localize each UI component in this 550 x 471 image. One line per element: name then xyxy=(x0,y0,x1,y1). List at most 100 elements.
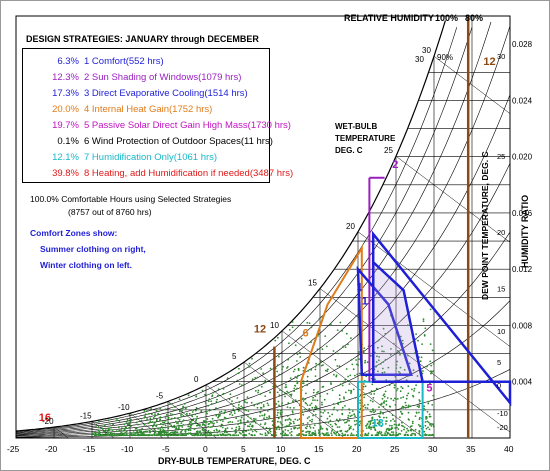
hourly-data-point xyxy=(195,421,197,424)
hourly-data-point xyxy=(286,434,288,437)
hourly-data-point xyxy=(316,379,318,382)
hourly-data-point xyxy=(282,365,284,368)
hourly-data-point xyxy=(276,364,279,366)
hourly-data-point xyxy=(229,421,232,423)
hourly-data-point xyxy=(392,418,394,420)
hourly-data-point xyxy=(398,351,401,354)
hourly-data-point xyxy=(209,431,212,434)
hourly-data-point xyxy=(138,431,141,434)
hourly-data-point xyxy=(120,432,123,434)
hourly-data-point xyxy=(213,434,216,437)
hourly-data-point xyxy=(396,360,399,363)
hourly-data-point xyxy=(337,403,340,406)
hourly-data-point xyxy=(325,345,328,348)
hourly-data-point xyxy=(131,434,134,437)
hourly-data-point xyxy=(390,434,392,437)
hourly-data-point xyxy=(310,369,313,371)
hourly-data-point xyxy=(211,403,213,405)
hourly-data-point xyxy=(164,424,167,427)
hourly-data-point xyxy=(377,432,380,435)
hourly-data-point xyxy=(352,388,355,391)
hourly-data-point xyxy=(395,431,398,434)
hourly-data-point xyxy=(345,332,348,335)
hourly-data-point xyxy=(206,434,209,437)
hourly-data-point xyxy=(254,390,257,392)
hourly-data-point xyxy=(382,361,384,363)
hourly-data-point xyxy=(348,419,351,422)
hourly-data-point xyxy=(365,434,368,437)
hourly-data-point xyxy=(396,426,398,429)
hourly-data-point xyxy=(413,387,416,390)
hourly-data-point xyxy=(262,426,264,429)
chart-title: DESIGN STRATEGIES: JANUARY through DECEM… xyxy=(26,34,259,44)
hourly-data-point xyxy=(192,419,195,422)
hourly-data-point xyxy=(318,419,321,422)
hourly-data-point xyxy=(351,410,354,412)
hourly-data-point xyxy=(343,396,345,398)
hourly-data-point xyxy=(377,359,380,362)
hourly-data-point xyxy=(395,389,398,392)
hourly-data-point xyxy=(329,419,332,422)
hourly-data-point xyxy=(239,419,242,422)
hourly-data-point xyxy=(345,421,348,424)
hourly-data-point xyxy=(94,431,97,434)
hourly-data-point xyxy=(306,425,309,428)
hourly-data-point xyxy=(353,420,356,422)
hourly-data-point xyxy=(177,434,180,437)
y-tick-label: 0.012 xyxy=(512,265,533,274)
hourly-data-point xyxy=(284,432,287,435)
hourly-data-point xyxy=(130,434,133,437)
hourly-data-point xyxy=(129,431,132,434)
hourly-data-point xyxy=(364,406,367,409)
hourly-data-point xyxy=(404,401,407,404)
hourly-data-point xyxy=(218,411,221,414)
hourly-data-point xyxy=(400,430,403,432)
hourly-data-point xyxy=(251,430,254,433)
hourly-data-point xyxy=(291,410,294,413)
hourly-data-point xyxy=(174,406,176,408)
hourly-data-point xyxy=(167,421,170,424)
hourly-data-point xyxy=(152,417,155,419)
hourly-data-point xyxy=(287,358,289,361)
hourly-data-point xyxy=(290,419,292,421)
hourly-data-point xyxy=(332,403,335,405)
hourly-data-point xyxy=(396,387,399,390)
hourly-data-point xyxy=(225,417,228,420)
hourly-data-point xyxy=(126,423,129,426)
hourly-data-point xyxy=(343,397,345,400)
hourly-data-point xyxy=(327,432,329,434)
hourly-data-point xyxy=(177,424,180,427)
zone-number-label: 5 xyxy=(426,383,432,395)
hourly-data-point xyxy=(373,425,376,427)
hourly-data-point xyxy=(241,430,244,433)
hourly-data-point xyxy=(347,380,349,382)
hourly-data-point xyxy=(387,427,389,430)
hourly-data-point xyxy=(381,397,384,400)
hourly-data-point xyxy=(115,419,118,422)
hourly-data-point xyxy=(408,362,411,365)
hourly-data-point xyxy=(407,418,410,421)
hourly-data-point xyxy=(330,383,332,385)
hourly-data-point xyxy=(278,394,281,397)
hourly-data-point xyxy=(262,405,265,408)
hourly-data-point xyxy=(231,414,234,416)
hourly-data-point xyxy=(413,352,416,355)
hourly-data-point xyxy=(333,406,336,409)
hourly-data-point xyxy=(418,404,421,407)
hourly-data-point xyxy=(124,431,127,434)
hourly-data-point xyxy=(143,416,146,419)
hourly-data-point xyxy=(296,427,299,430)
hourly-data-point xyxy=(141,434,144,437)
y-tick-label: 0.004 xyxy=(512,378,533,387)
hourly-data-point xyxy=(348,412,351,414)
hourly-data-point xyxy=(302,397,304,400)
hourly-data-point xyxy=(346,434,349,437)
x-axis-label: DRY-BULB TEMPERATURE, DEG. C xyxy=(158,456,311,466)
hourly-data-point xyxy=(394,427,396,429)
hourly-data-point xyxy=(263,381,266,384)
hourly-data-point xyxy=(415,412,418,414)
hourly-data-point xyxy=(312,396,314,399)
hourly-data-point xyxy=(409,405,412,408)
hourly-data-point xyxy=(233,412,236,415)
hourly-data-point xyxy=(170,418,173,420)
